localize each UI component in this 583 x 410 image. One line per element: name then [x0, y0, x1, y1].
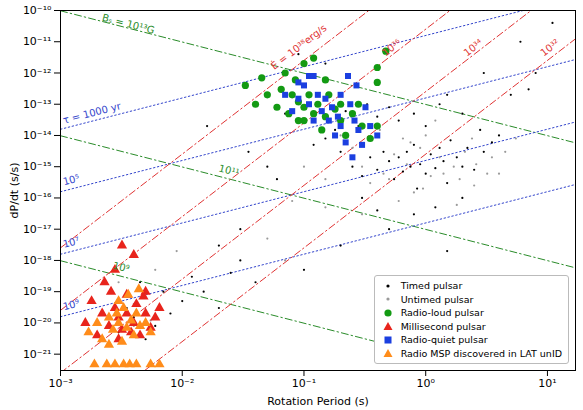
svg-text:Ė = 10³⁸erg/s: Ė = 10³⁸erg/s — [268, 21, 328, 71]
svg-text:10⁻¹⁰: 10⁻¹⁰ — [23, 4, 52, 17]
html-text:Millisecond pulsar: Millisecond pulsar — [400, 320, 486, 332]
svg-text:10⁹: 10⁹ — [112, 260, 131, 275]
svg-text:10³²: 10³² — [538, 37, 561, 58]
html-text:Radio MSP discovered in LAT un: Radio MSP discovered in LAT unID — [400, 347, 562, 359]
svg-text:Rotation Period (s): Rotation Period (s) — [267, 395, 369, 408]
svg-text:10¹¹: 10¹¹ — [218, 163, 241, 179]
svg-text:10⁻¹⁸: 10⁻¹⁸ — [23, 254, 52, 267]
svg-text:10⁻¹⁹: 10⁻¹⁹ — [23, 285, 52, 298]
svg-text:10⁻¹⁴: 10⁻¹⁴ — [23, 129, 52, 142]
html-text:Radio-quiet pulsar: Radio-quiet pulsar — [400, 334, 488, 345]
svg-text:10⁻¹¹: 10⁻¹¹ — [23, 35, 52, 48]
svg-text:10⁻²: 10⁻² — [170, 377, 194, 390]
svg-text:10⁻³: 10⁻³ — [48, 377, 72, 390]
svg-text:10⁻¹⁶: 10⁻¹⁶ — [23, 191, 52, 204]
svg-text:10⁷: 10⁷ — [62, 235, 81, 250]
html-text:Timed pulsar: Timed pulsar — [400, 280, 463, 291]
html-text:Radio-loud pulsar: Radio-loud pulsar — [400, 307, 484, 318]
html-text:Untimed pulsar: Untimed pulsar — [400, 293, 474, 305]
svg-text:τ = 1000 yr: τ = 1000 yr — [62, 100, 123, 126]
svg-text:10⁻¹³: 10⁻¹³ — [23, 98, 52, 111]
svg-text:10⁹: 10⁹ — [62, 297, 81, 312]
svg-text:10⁻¹: 10⁻¹ — [292, 377, 316, 390]
svg-text:10⁻¹²: 10⁻¹² — [23, 67, 52, 80]
svg-text:10⁻¹⁵: 10⁻¹⁵ — [23, 160, 52, 173]
svg-text:dP/dt (s/s): dP/dt (s/s) — [8, 163, 21, 219]
svg-text:10³⁴: 10³⁴ — [461, 37, 484, 58]
svg-text:10⁵: 10⁵ — [62, 172, 81, 187]
svg-text:Bₛ = 10¹³G: Bₛ = 10¹³G — [101, 12, 156, 36]
svg-text:10¹: 10¹ — [538, 377, 556, 390]
svg-text:10⁻²⁰: 10⁻²⁰ — [23, 316, 52, 329]
svg-text:10⁰: 10⁰ — [416, 377, 435, 390]
svg-text:10⁻¹⁷: 10⁻¹⁷ — [23, 223, 52, 236]
svg-text:10⁻²¹: 10⁻²¹ — [23, 348, 52, 361]
svg-text:10³⁶: 10³⁶ — [380, 37, 403, 58]
